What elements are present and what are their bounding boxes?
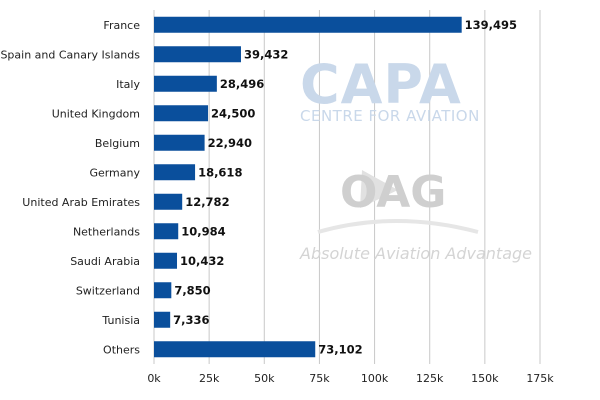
bar [154,105,209,122]
x-tick-label: 75k [309,372,330,385]
category-label: United Arab Emirates [22,196,140,209]
category-label: Netherlands [73,225,140,238]
bar [154,164,196,181]
value-label: 18,618 [198,165,242,179]
bar [154,223,179,240]
x-axis-tick-labels: 0k 25k 50k 75k 100k 125k 150k 175k [147,372,554,385]
bar [154,75,217,92]
swoosh-icon [317,219,479,234]
category-label: Others [103,343,140,356]
value-label: 7,336 [173,313,209,327]
category-label: United Kingdom [52,107,140,120]
x-tick-label: 25k [199,372,220,385]
oag-watermark: OAG [340,167,446,218]
value-label: 28,496 [220,77,264,91]
bar [154,46,241,63]
oag-logo-icon [360,170,398,208]
category-labels: France Spain and Canary Islands Italy Unite… [0,19,140,357]
bar [154,193,183,210]
watermark: CAPA CENTRE FOR AVIATION OAG Absolute Av… [299,53,532,263]
value-label: 10,984 [181,224,225,238]
x-tick-label: 50k [254,372,275,385]
x-tick-label: 125k [416,372,444,385]
bar [154,252,178,269]
value-label: 7,850 [174,283,210,297]
capa-watermark-subtitle: CENTRE FOR AVIATION [300,107,480,125]
category-label: Tunisia [101,314,140,327]
x-tick-label: 100k [361,372,389,385]
bars [154,16,462,358]
bar [154,134,205,151]
value-labels: 139,495 39,432 28,496 24,500 22,940 18,618 12,… [173,18,517,357]
category-label: Switzerland [76,284,140,297]
category-label: Belgium [95,137,140,150]
category-label: France [103,19,140,32]
category-label: Germany [89,166,140,179]
bar [154,16,462,33]
x-tick-label: 175k [526,372,554,385]
value-label: 12,782 [185,195,229,209]
bar [154,341,316,358]
category-label: Italy [116,78,140,91]
value-label: 73,102 [318,342,362,356]
value-label: 39,432 [244,47,288,61]
x-tick-label: 150k [471,372,499,385]
value-label: 10,432 [180,254,224,268]
value-label: 139,495 [465,18,517,32]
value-label: 24,500 [211,106,255,120]
category-label: Saudi Arabia [70,255,140,268]
tagline-watermark: Absolute Aviation Advantage [299,244,532,263]
bar [154,282,172,299]
category-label: Spain and Canary Islands [0,48,140,61]
x-tick-label: 0k [147,372,161,385]
capa-watermark: CAPA [300,53,462,116]
value-label: 22,940 [208,136,252,150]
bar [154,311,171,328]
